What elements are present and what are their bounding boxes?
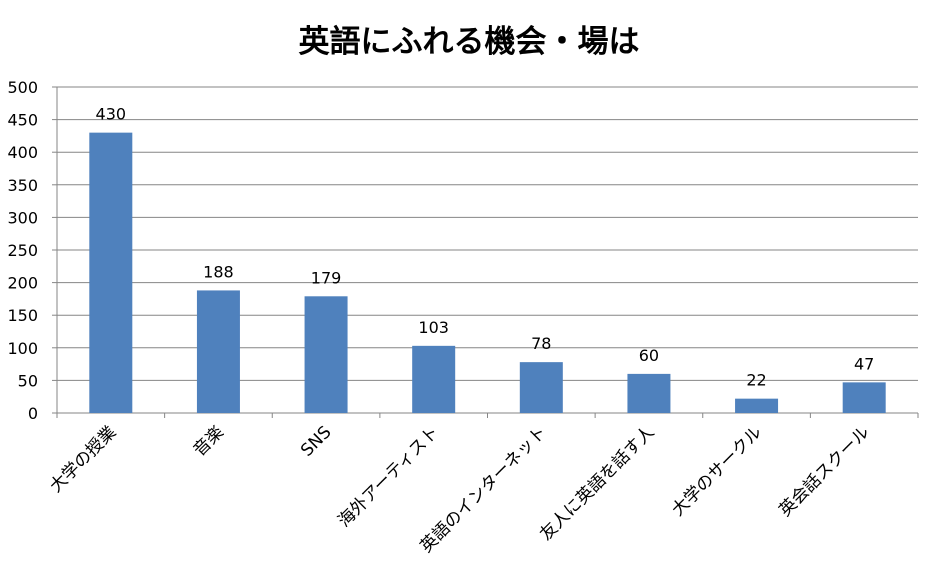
y-tick-label: 150 — [7, 306, 38, 325]
bar — [412, 345, 456, 413]
x-tick-label: 英会話スクール — [775, 422, 873, 520]
x-tick-label: 大学のサークル — [668, 422, 766, 520]
bar — [627, 373, 671, 413]
y-tick-label: 450 — [7, 111, 38, 130]
x-tick-label: 音楽 — [190, 422, 228, 460]
y-tick-label: 200 — [7, 274, 38, 293]
bar — [89, 132, 133, 413]
y-tick-label: 350 — [7, 176, 38, 195]
data-label: 179 — [311, 268, 342, 287]
y-tick-label: 100 — [7, 339, 38, 358]
data-label: 103 — [418, 318, 449, 337]
data-label: 47 — [854, 354, 874, 373]
bar — [842, 382, 886, 413]
gridlines — [57, 86, 918, 381]
data-label: 78 — [531, 334, 551, 353]
data-labels: 430 188 179 103 78 60 22 47 — [96, 105, 875, 390]
y-tick-label: 400 — [7, 143, 38, 162]
bar — [196, 290, 240, 413]
y-tick-label: 0 — [28, 404, 38, 423]
bar — [519, 362, 563, 413]
data-label: 188 — [203, 262, 234, 281]
bars — [89, 132, 886, 413]
bar — [304, 296, 348, 413]
x-tick-label: 海外アーティスト — [334, 422, 443, 531]
x-tick-label: 友人に英語を話す人 — [536, 422, 658, 544]
data-label: 60 — [639, 346, 659, 365]
y-tick-label: 300 — [7, 208, 38, 227]
x-tick-label: 大学の授業 — [46, 422, 120, 496]
chart-title: 英語にふれる機会・場は — [299, 24, 640, 60]
y-axis-labels: 0 50 100 150 200 250 300 350 400 450 500 — [7, 78, 38, 423]
data-label: 430 — [96, 105, 127, 124]
y-tick-label: 250 — [7, 241, 38, 260]
x-tick-label: SNS — [297, 422, 335, 460]
bar — [735, 398, 779, 413]
axes — [52, 86, 919, 418]
data-label: 22 — [746, 371, 766, 390]
y-tick-label: 500 — [7, 78, 38, 97]
y-tick-label: 50 — [18, 371, 38, 390]
